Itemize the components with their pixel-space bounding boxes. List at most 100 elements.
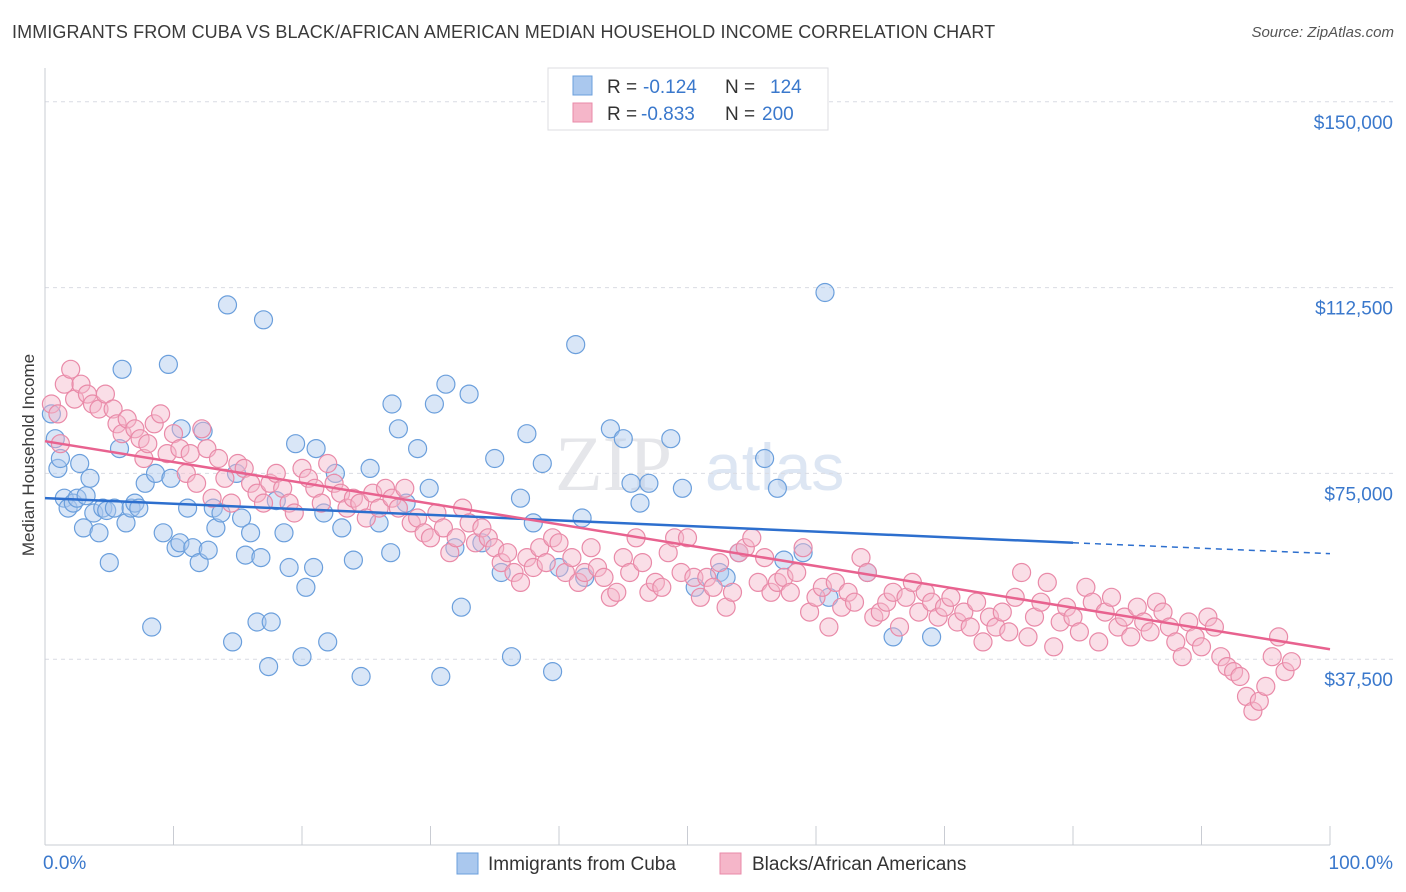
point-black: [761, 582, 781, 602]
point-cuba: [523, 513, 543, 533]
point-black: [1243, 701, 1263, 721]
point-black: [208, 448, 229, 469]
watermark-atlas: atlas: [705, 430, 844, 504]
point-black: [504, 562, 524, 583]
point-black: [838, 582, 858, 602]
point-black: [1037, 572, 1057, 593]
bottom-legend-label-cuba: Immigrants from Cuba: [488, 854, 676, 875]
point-black: [157, 444, 177, 464]
point-cuba: [251, 547, 271, 568]
point-cuba: [815, 282, 835, 303]
point-black: [48, 404, 68, 424]
point-black: [1211, 647, 1231, 667]
legend: R = -0.124 N = 124 R = -0.833 N = 200: [547, 67, 829, 131]
point-black: [787, 562, 807, 583]
bottom-legend-swatch-black: [719, 852, 742, 875]
point-black: [41, 394, 62, 414]
point-cuba: [485, 448, 505, 469]
point-black: [472, 518, 492, 538]
point-cuba: [542, 661, 563, 682]
point-black: [607, 582, 627, 602]
point-cuba: [472, 533, 492, 553]
point-black: [459, 513, 479, 533]
point-cuba: [241, 523, 261, 543]
point-cuba: [661, 429, 681, 449]
point-cuba: [343, 550, 363, 570]
point-black: [107, 414, 127, 434]
point-black: [979, 607, 1000, 627]
point-black: [1121, 627, 1141, 647]
y-tick-label: $75,000: [1324, 484, 1393, 505]
bottom-legend-label-black: Blacks/African Americans: [752, 854, 966, 875]
point-cuba: [883, 627, 903, 647]
point-cuba: [158, 354, 178, 374]
point-cuba: [73, 518, 94, 538]
point-cuba: [41, 404, 62, 424]
point-black: [542, 528, 563, 548]
point-cuba: [161, 468, 181, 488]
point-black: [973, 632, 993, 652]
point-cuba: [459, 384, 479, 404]
watermark-zip: ZIP: [555, 420, 672, 507]
point-black: [517, 547, 537, 568]
point-black: [652, 577, 672, 597]
point-cuba: [419, 478, 439, 498]
point-cuba: [436, 374, 456, 394]
point-black: [999, 622, 1019, 642]
point-black: [1262, 647, 1282, 667]
point-cuba: [89, 523, 109, 543]
point-cuba: [211, 503, 231, 523]
point-black: [395, 478, 415, 498]
point-black: [82, 394, 103, 414]
point-black: [722, 582, 743, 602]
point-cuba: [630, 493, 650, 513]
point-cuba: [198, 540, 218, 560]
point-black: [1275, 661, 1295, 682]
point-black: [510, 572, 531, 593]
legend-r-label: R =: [607, 104, 637, 125]
point-cuba: [178, 498, 198, 518]
point-black: [498, 543, 518, 563]
point-cuba: [99, 552, 119, 573]
point-black: [1069, 622, 1090, 642]
point-cuba: [70, 453, 90, 474]
point-black: [825, 572, 845, 593]
point-black: [992, 602, 1012, 622]
point-cuba: [921, 627, 942, 647]
point-black: [1281, 652, 1302, 672]
point-black: [877, 592, 897, 612]
point-black: [587, 557, 608, 578]
point-cuba: [223, 632, 243, 652]
point-black: [1256, 676, 1276, 697]
point-black: [677, 528, 698, 548]
point-cuba: [247, 612, 267, 632]
legend-swatch-cuba: [572, 75, 593, 96]
point-black: [703, 577, 723, 597]
point-cuba: [510, 488, 531, 508]
legend-swatch-black: [572, 102, 593, 123]
point-black: [1204, 617, 1225, 637]
point-black: [95, 384, 116, 404]
point-black: [1146, 592, 1167, 612]
point-black: [581, 538, 601, 558]
trend-line-black: [44, 439, 1331, 651]
point-cuba: [253, 310, 274, 330]
point-cuba: [261, 612, 281, 632]
point-black: [1191, 637, 1212, 657]
point-black: [742, 528, 762, 548]
point-black: [780, 582, 800, 602]
point-black: [284, 503, 304, 523]
point-black: [144, 414, 164, 434]
point-cuba: [672, 478, 693, 498]
point-black: [870, 602, 890, 622]
point-cuba: [296, 577, 316, 597]
point-black: [1101, 587, 1122, 607]
point-cuba: [549, 557, 569, 578]
point-black: [1217, 656, 1237, 677]
point-black: [941, 587, 961, 607]
y-tick-label: $112,500: [1315, 299, 1393, 320]
point-cuba: [279, 557, 299, 578]
x-tick-labels: 0.0% 100.0%: [43, 853, 1393, 874]
point-cuba: [286, 434, 306, 454]
watermark: ZIP atlas: [555, 420, 844, 507]
